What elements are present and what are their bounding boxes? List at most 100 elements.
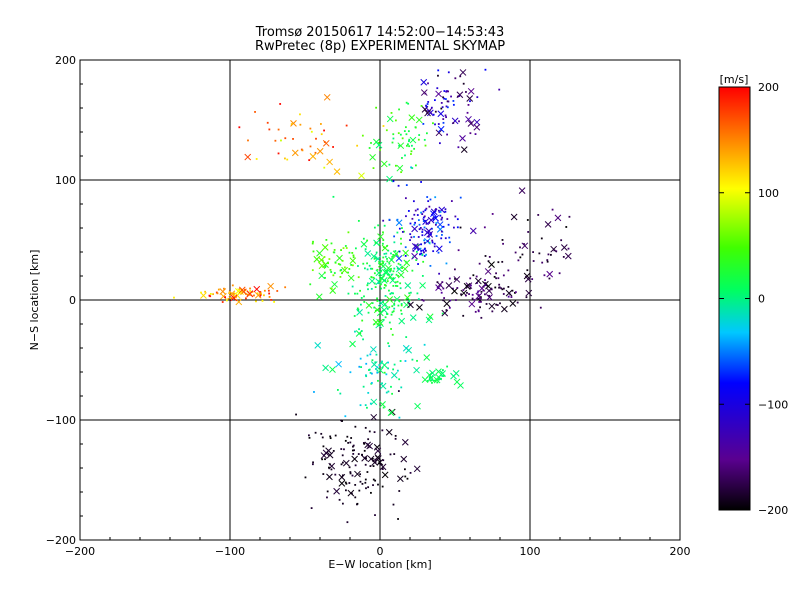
data-point-dot: [390, 252, 392, 255]
data-point-dot: [485, 303, 488, 305]
data-point-x: [219, 288, 227, 295]
data-point-dot: [420, 181, 422, 183]
data-point-dot: [422, 210, 425, 213]
y-tick-label: 200: [55, 54, 76, 67]
data-point-x: [377, 260, 385, 268]
data-point-dot: [346, 521, 349, 524]
data-point-x: [365, 301, 373, 309]
data-point-dot: [447, 223, 450, 226]
chart-title: Tromsø 20150617 14:52:00−14:53:43: [255, 25, 505, 40]
data-point-dot: [329, 268, 332, 271]
data-point-x: [336, 254, 343, 262]
data-point-x: [267, 282, 274, 290]
data-point-x: [318, 262, 326, 270]
data-point-x: [314, 342, 322, 349]
data-point-dot: [434, 379, 436, 382]
data-point-x: [376, 458, 384, 466]
data-point-dot: [428, 222, 431, 224]
data-point-dot: [404, 246, 407, 249]
data-point-dot: [404, 468, 406, 471]
data-point-dot: [386, 308, 389, 310]
data-point-dot: [255, 158, 258, 160]
data-point-dot: [526, 219, 529, 221]
data-point-dot: [390, 273, 393, 276]
data-point-dot: [429, 379, 432, 382]
data-point-dot: [423, 138, 426, 141]
data-point-dot: [429, 198, 432, 201]
data-point-dot: [405, 101, 408, 104]
data-point-dot: [399, 263, 402, 266]
data-point-dot: [386, 260, 389, 263]
data-point-dot: [361, 134, 364, 137]
data-point-dot: [398, 416, 401, 419]
data-point-dot: [391, 333, 394, 336]
data-point-dot: [439, 378, 442, 380]
data-point-dot: [351, 449, 354, 452]
data-point-x: [509, 300, 517, 307]
data-point-dot: [312, 461, 314, 464]
data-point-dot: [330, 242, 333, 245]
data-point-x: [369, 153, 376, 161]
data-point-dot: [382, 239, 385, 242]
data-point-dot: [474, 133, 477, 135]
data-point-dot: [396, 267, 399, 270]
data-point-dot: [367, 311, 370, 314]
data-point-dot: [434, 196, 437, 199]
data-point-dot: [378, 262, 381, 265]
data-point-dot: [351, 474, 354, 477]
data-point-dot: [424, 209, 427, 212]
data-point-dot: [333, 249, 336, 251]
data-point-x: [486, 294, 493, 301]
data-point-x: [375, 141, 383, 149]
data-point-dot: [507, 295, 510, 298]
data-point-dot: [428, 377, 431, 380]
data-point-dot: [221, 301, 224, 303]
data-point-dot: [408, 300, 411, 303]
data-point-dot: [394, 281, 397, 284]
data-point-x: [389, 277, 397, 284]
data-point-x: [370, 413, 378, 421]
data-point-dot: [408, 145, 411, 148]
data-point-dot: [498, 88, 501, 91]
data-point-dot: [284, 286, 287, 289]
data-point-dot: [360, 330, 363, 332]
data-point-dot: [357, 265, 359, 267]
data-point-dot: [379, 362, 382, 365]
data-point-dot: [379, 280, 382, 282]
data-point-dot: [426, 380, 429, 382]
data-point-dot: [354, 496, 357, 499]
data-point-dot: [387, 342, 390, 345]
data-point-dot: [495, 303, 498, 306]
data-point-dot: [345, 247, 348, 249]
data-point-dot: [359, 289, 361, 292]
data-point-x: [473, 123, 481, 131]
data-point-dot: [442, 369, 444, 371]
data-point-dot: [378, 243, 381, 246]
data-point-dot: [501, 260, 504, 263]
data-point-dot: [415, 250, 418, 253]
data-point-dot: [393, 254, 396, 257]
data-point-dot: [341, 461, 344, 464]
data-point-dot: [371, 359, 374, 362]
data-point-dot: [381, 360, 383, 363]
data-point-dot: [400, 237, 402, 240]
data-point-dot: [309, 145, 312, 148]
data-point-dot: [456, 287, 459, 289]
data-point-dot: [527, 231, 530, 233]
data-point-dot: [382, 459, 385, 462]
data-point-dot: [364, 478, 367, 481]
data-point-dot: [431, 375, 434, 377]
data-point-dot: [567, 247, 570, 250]
data-point-dot: [341, 454, 344, 457]
data-point-dot: [370, 287, 373, 290]
data-point-x: [414, 402, 421, 410]
data-point-dot: [357, 453, 360, 455]
data-point-dot: [460, 293, 462, 296]
data-point-dot: [249, 293, 252, 296]
data-point-dot: [217, 288, 220, 291]
data-point-dot: [311, 242, 314, 245]
data-point-x: [469, 227, 477, 235]
data-point-dot: [357, 276, 360, 279]
data-point-x: [505, 289, 513, 297]
